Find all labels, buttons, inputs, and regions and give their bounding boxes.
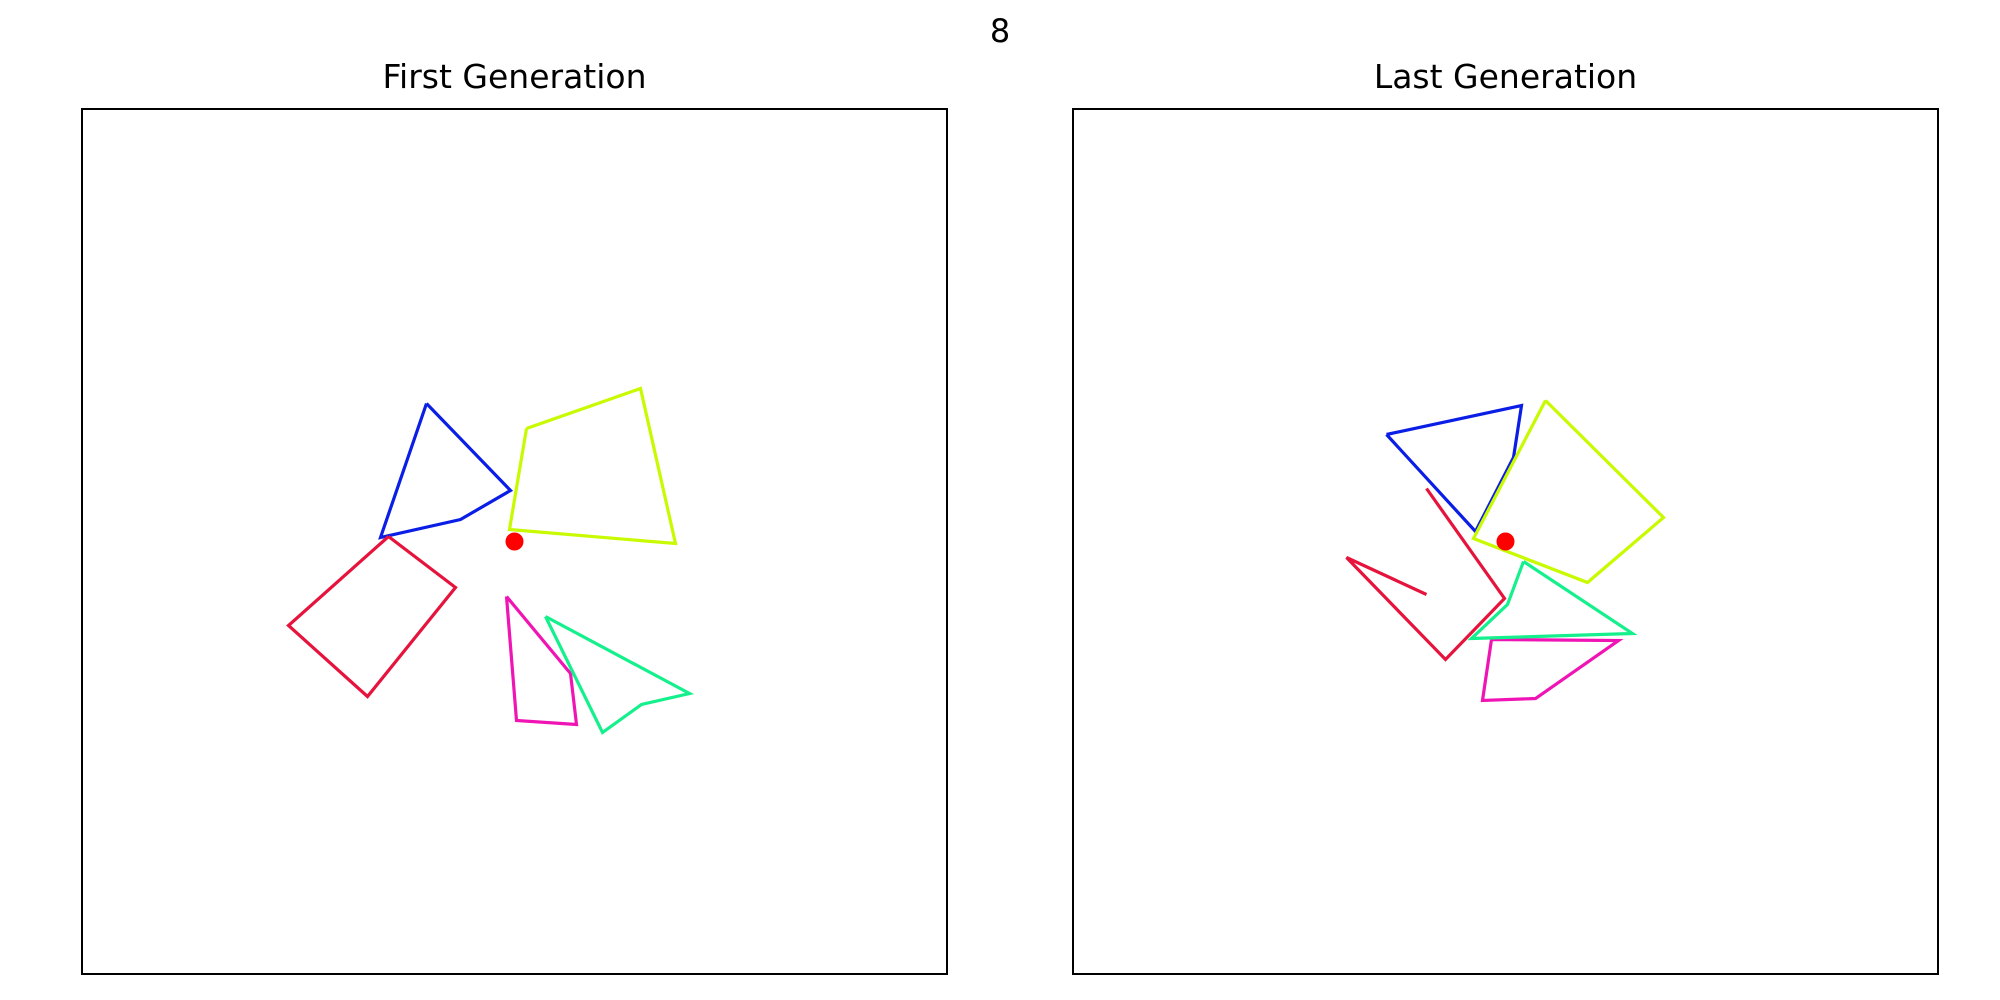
canvas-last-generation — [1345, 399, 1666, 703]
magenta-shape — [504, 595, 579, 727]
yellow-shape — [1471, 399, 1666, 585]
panel-title-last-generation: Last Generation — [1373, 57, 1638, 96]
magenta-shape — [1480, 637, 1624, 703]
blue-shape — [378, 402, 514, 540]
panel-title-first-generation: First Generation — [382, 57, 647, 96]
red-shape — [1345, 487, 1507, 662]
center-point — [505, 532, 524, 551]
green-shape — [1467, 560, 1638, 641]
figure-title: 8 — [989, 12, 1011, 50]
red-shape — [286, 535, 458, 699]
panel-last-generation — [1072, 108, 1939, 975]
green-shape — [544, 615, 695, 735]
yellow-shape — [507, 386, 678, 546]
center-point — [1496, 532, 1515, 551]
blue-shape — [1385, 403, 1524, 535]
canvas-first-generation — [286, 386, 695, 735]
panel-first-generation — [81, 108, 948, 975]
